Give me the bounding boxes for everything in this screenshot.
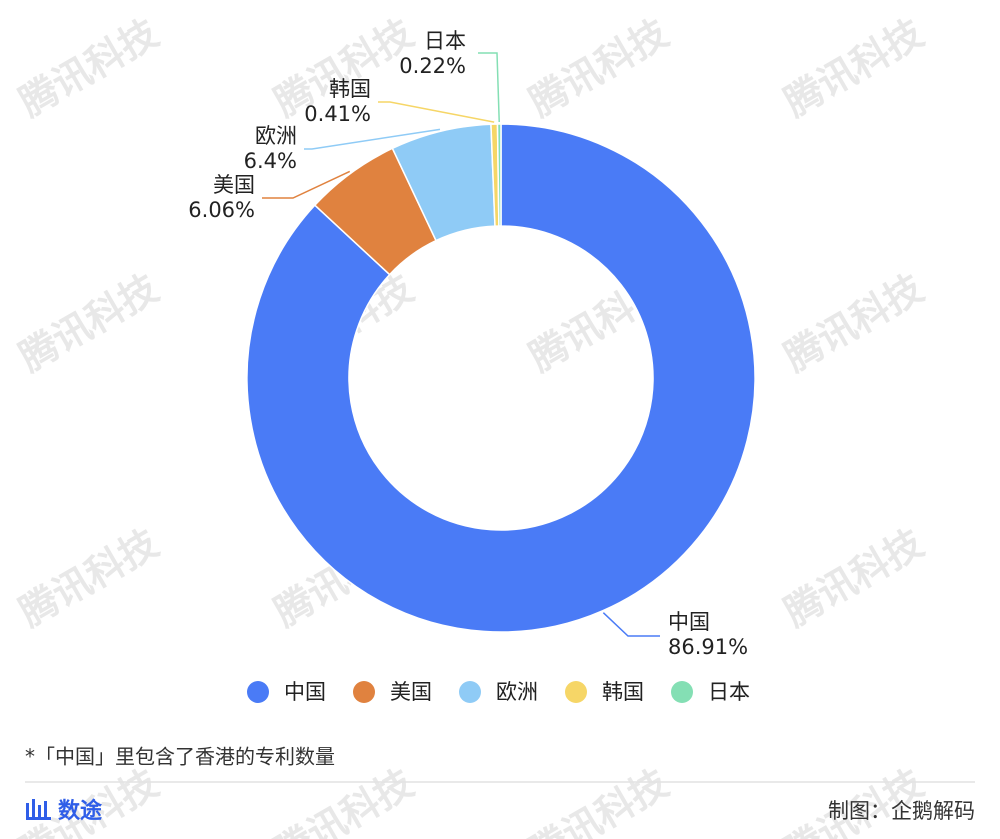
legend-label: 美国 (390, 680, 432, 704)
slice (496, 123, 502, 227)
watermark: 腾讯科技 (267, 761, 421, 839)
data-label: 86.91% (668, 635, 748, 659)
data-label: 6.4% (244, 149, 297, 173)
watermark: 腾讯科技 (12, 11, 166, 125)
leader-line (378, 101, 495, 123)
label-name: 美国 (213, 173, 255, 197)
legend-marker (565, 681, 587, 703)
label-name: 韩国 (329, 77, 371, 101)
data-label: 0.41% (304, 102, 371, 126)
label-name: 日本 (424, 29, 466, 53)
watermark: 腾讯科技 (12, 266, 166, 380)
watermark: 腾讯科技 (777, 11, 931, 125)
leader-line (602, 612, 660, 637)
watermark: 腾讯科技 (522, 761, 676, 839)
legend-marker (353, 681, 375, 703)
legend-label: 日本 (708, 680, 750, 704)
legend-label: 欧洲 (496, 680, 538, 704)
leader-line (478, 52, 500, 123)
footnote: *「中国」里包含了香港的专利数量 (25, 745, 335, 769)
legend-label: 韩国 (602, 680, 644, 704)
watermark: 腾讯科技 (777, 521, 931, 635)
legend-marker (459, 681, 481, 703)
label-name: 欧洲 (255, 124, 297, 148)
watermark: 腾讯科技 (12, 521, 166, 635)
credit: 制图：企鹅解码 (828, 799, 975, 823)
legend-marker (247, 681, 269, 703)
legend-label: 中国 (284, 680, 326, 704)
data-label: 0.22% (399, 54, 466, 78)
legend-marker (671, 681, 693, 703)
leader-line (304, 128, 441, 150)
brand: 数途 (58, 798, 103, 824)
watermark: 腾讯科技 (777, 266, 931, 380)
data-label: 6.06% (188, 198, 255, 222)
label-name: 中国 (668, 610, 710, 634)
leader-line (262, 170, 351, 199)
slice (246, 123, 756, 633)
watermark: 腾讯科技 (522, 11, 676, 125)
brand-icon (26, 799, 51, 820)
